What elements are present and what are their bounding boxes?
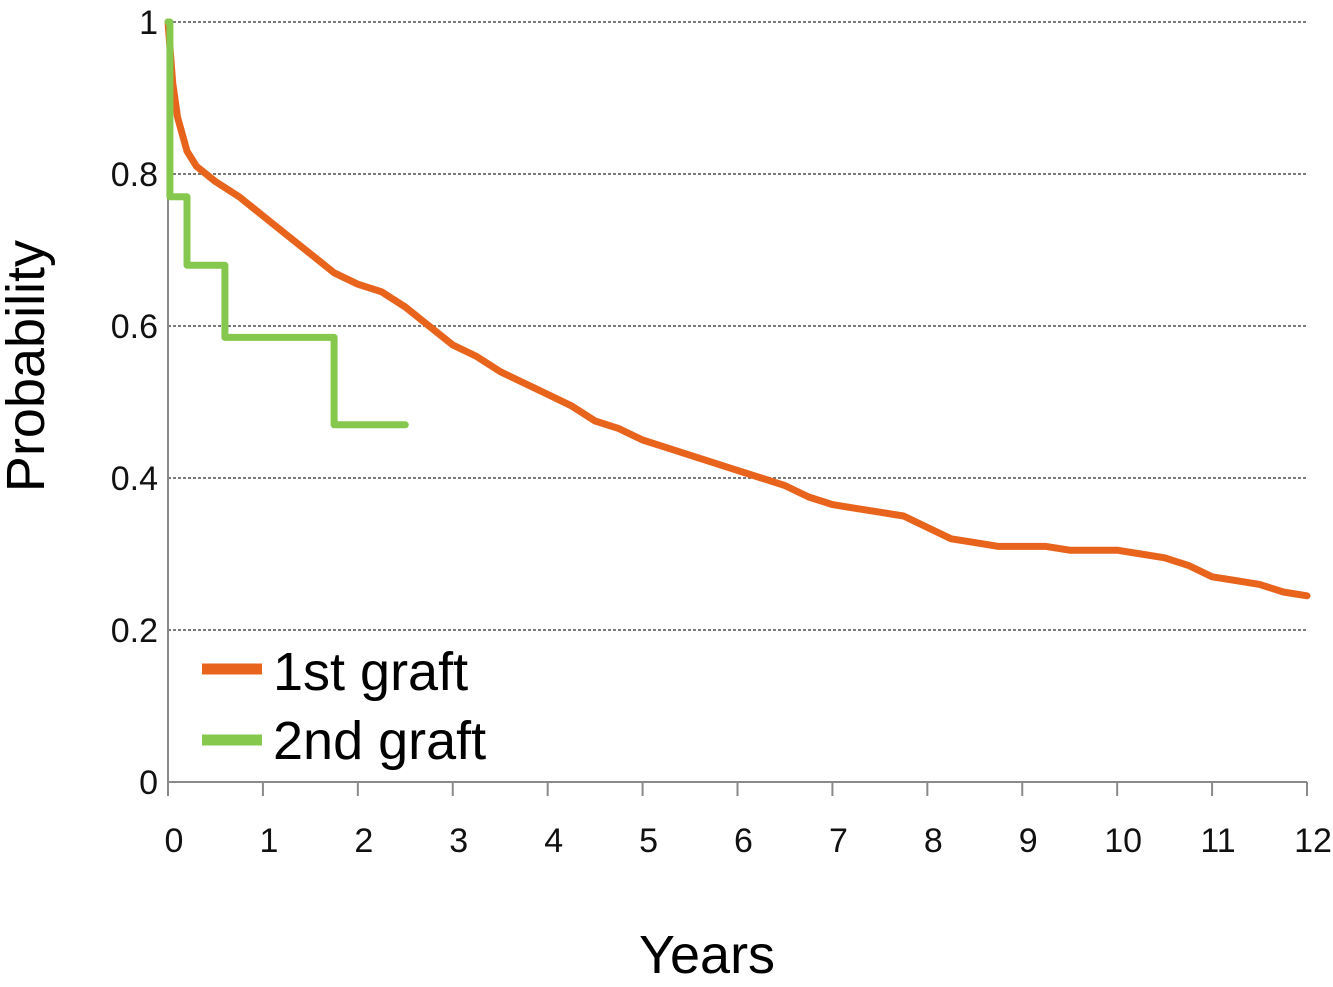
series-line-1 xyxy=(164,18,1311,600)
y-tick-label: 0.6 xyxy=(111,308,158,346)
y-axis-title: Probability xyxy=(0,240,56,492)
x-tick-label: 12 xyxy=(1294,822,1332,860)
y-tick-label: 1 xyxy=(139,4,158,42)
x-tick-label: 2 xyxy=(354,822,373,860)
x-tick-label: 0 xyxy=(165,822,184,860)
x-tick-label: 7 xyxy=(829,822,848,860)
x-axis-title: Years xyxy=(639,925,775,985)
y-tick-label: 0.8 xyxy=(111,156,158,194)
x-tick-label: 9 xyxy=(1019,822,1038,860)
y-tick-label: 0.4 xyxy=(111,460,158,498)
x-axis-ticks: 0 1 2 3 4 5 6 7 8 9 10 11 12 xyxy=(165,782,1332,860)
x-tick-label: 8 xyxy=(924,822,943,860)
x-tick-label: 3 xyxy=(449,822,468,860)
x-tick-label: 10 xyxy=(1104,822,1142,860)
x-tick-label: 6 xyxy=(734,822,753,860)
x-tick-label: 1 xyxy=(259,822,278,860)
legend: 1st graft 2nd graft xyxy=(202,642,486,771)
y-tick-label: 0.2 xyxy=(111,612,158,650)
series xyxy=(164,18,1311,600)
x-tick-label: 5 xyxy=(639,822,658,860)
legend-label-1st-graft: 1st graft xyxy=(273,642,468,702)
x-tick-label: 4 xyxy=(544,822,563,860)
legend-label-2nd-graft: 2nd graft xyxy=(273,711,486,771)
y-tick-label: 0 xyxy=(139,764,158,802)
series-line-2 xyxy=(164,18,409,429)
gridlines xyxy=(168,21,1307,631)
x-tick-label: 11 xyxy=(1200,822,1235,860)
y-axis-ticks: 0 0.2 0.4 0.6 0.8 1 xyxy=(111,4,158,802)
